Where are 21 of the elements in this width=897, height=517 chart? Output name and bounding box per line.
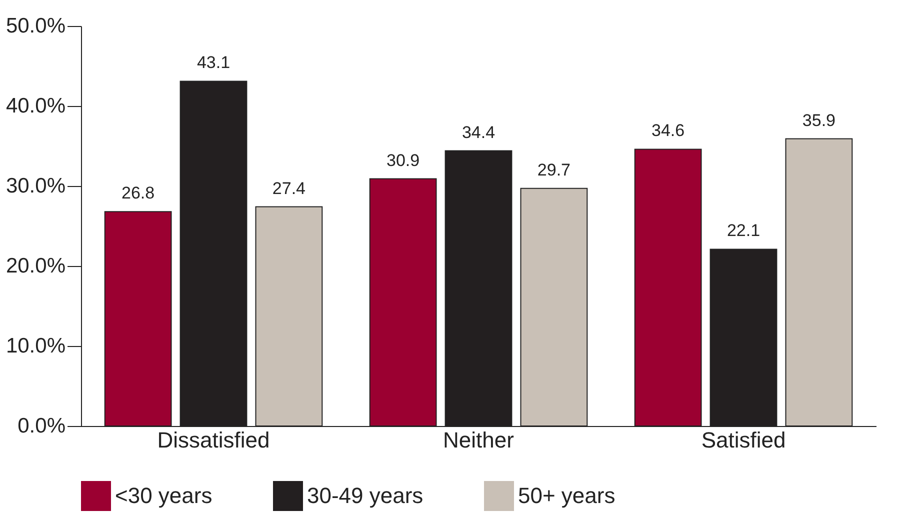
legend-label: 50+ years [518, 483, 616, 508]
data-label: 43.1 [196, 53, 230, 72]
y-tick-label: 30.0% [6, 174, 66, 198]
y-tick-label: 10.0% [6, 334, 66, 358]
data-label: 22.1 [726, 221, 760, 240]
x-tick-label: Satisfied [701, 428, 786, 452]
data-label: 34.6 [652, 121, 685, 140]
data-label: 35.9 [802, 110, 836, 130]
data-label: 30.9 [386, 150, 420, 170]
x-tick-label: Dissatisfied [157, 428, 270, 452]
legend-label: 30-49 years [307, 483, 424, 508]
x-tick-label: Neither [443, 428, 514, 452]
data-label: 29.7 [537, 160, 570, 180]
y-tick-label: 20.0% [6, 254, 66, 278]
legend-label: <30 years [115, 483, 212, 508]
y-tick-label: 0.0% [18, 414, 66, 438]
data-label: 26.8 [122, 184, 155, 203]
data-label: 34.4 [462, 122, 496, 142]
y-tick-label: 40.0% [6, 94, 66, 118]
data-label: 27.4 [272, 178, 306, 198]
y-tick-label: 50.0% [6, 14, 66, 38]
